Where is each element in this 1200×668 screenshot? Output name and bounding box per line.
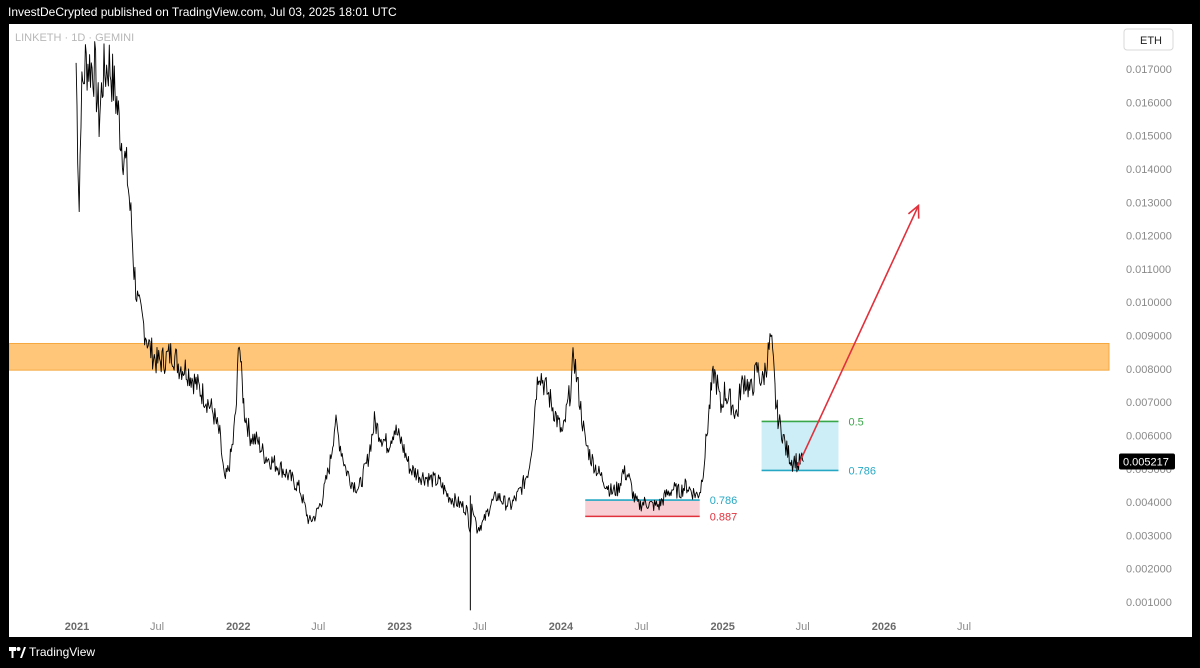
y-tick-label: 0.003000 [1126,530,1172,542]
fib-level-label: 0.887 [710,511,738,523]
resistance-zone-layer [9,342,1110,371]
price-axis[interactable]: 0.0010000.0020000.0030000.0040000.005000… [1126,64,1172,609]
y-tick-label: 0.004000 [1126,497,1172,509]
time-axis[interactable]: 2021 Jul 2022 Jul 2023 Jul 2024 Jul 2025 Jul 2026 J… [65,621,971,633]
chart-area[interactable]: 0.786 0.887 0.5 0.786 0.001000 0.002000 0.003… [9,24,1192,637]
currency-label: ETH [1140,35,1162,47]
fib-box-1 [585,500,700,517]
x-tick-label: Jul [957,621,971,633]
x-tick-label: 2025 [710,621,734,633]
x-tick-label: Jul [150,621,164,633]
x-tick-label: 2021 [65,621,89,633]
fib-level-label: 0.786 [848,465,876,477]
x-tick-label: Jul [311,621,325,633]
footer-bar: TradingView [0,637,1200,668]
tradingview-logo-icon[interactable] [9,646,26,659]
last-price-badge [1119,453,1175,470]
y-tick-label: 0.012000 [1126,231,1172,243]
last-price-label: 0.005217 [1123,457,1169,469]
publish-text: InvestDeCrypted published on TradingView… [8,5,397,19]
x-tick-label: 2023 [387,621,411,633]
symbol-label: LINKETH · 1D · GEMINI [15,32,134,44]
price-chart[interactable]: 0.786 0.887 0.5 0.786 0.001000 0.002000 0.003… [9,24,1192,637]
fib-level-label: 0.5 [848,416,863,428]
y-tick-label: 0.008000 [1126,364,1172,376]
resistance-zone [9,342,1110,371]
fib-boxes-layer: 0.786 0.887 0.5 0.786 [585,416,876,523]
y-tick-label: 0.013000 [1126,197,1172,209]
y-tick-label: 0.016000 [1126,97,1172,109]
price-series-layer [75,41,804,611]
y-tick-label: 0.006000 [1126,430,1172,442]
y-tick-label: 0.015000 [1126,131,1172,143]
projection-arrow-head [907,203,920,219]
y-tick-label: 0.010000 [1126,297,1172,309]
publish-header: InvestDeCrypted published on TradingView… [0,0,1200,24]
price-line [75,41,804,534]
x-tick-label: 2026 [872,621,896,633]
x-tick-label: 2024 [549,621,574,633]
y-tick-label: 0.009000 [1126,331,1172,343]
x-tick-label: Jul [634,621,648,633]
x-tick-label: Jul [796,621,810,633]
currency-badge[interactable]: ETH [1123,28,1174,51]
x-tick-label: 2022 [226,621,250,633]
footer-brand[interactable]: TradingView [29,645,96,659]
fib-level-label: 0.786 [710,495,738,507]
projection-arrow-line [797,205,920,467]
y-tick-label: 0.007000 [1126,397,1172,409]
y-tick-label: 0.014000 [1126,164,1172,176]
last-price-marker: 0.005217 [1119,453,1175,470]
x-tick-label: Jul [473,621,487,633]
y-tick-label: 0.011000 [1126,264,1171,276]
y-tick-label: 0.001000 [1126,597,1172,609]
projection-arrow-layer [797,203,920,467]
y-tick-label: 0.002000 [1126,564,1172,576]
y-tick-label: 0.017000 [1126,64,1172,76]
